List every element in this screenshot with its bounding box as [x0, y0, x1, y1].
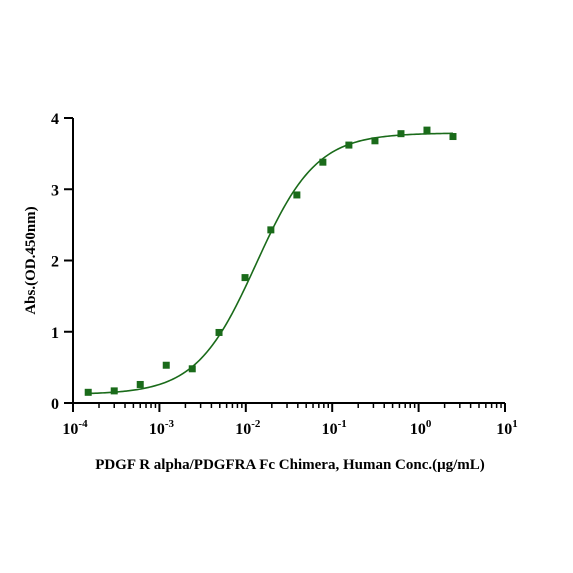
- data-points: [84, 126, 457, 396]
- x-axis-title: PDGF R alpha/PDGFRA Fc Chimera, Human Co…: [95, 457, 485, 473]
- data-point: [215, 328, 223, 336]
- data-point: [84, 388, 92, 396]
- data-point: [423, 126, 431, 134]
- y-tick-label: 2: [51, 254, 59, 271]
- data-point: [293, 191, 301, 199]
- data-point: [188, 365, 196, 373]
- x-minor-ticks: [98, 403, 502, 408]
- x-tick-label: 10-3: [149, 418, 175, 438]
- data-point: [136, 380, 144, 388]
- data-point: [319, 158, 327, 166]
- x-tick-label: 101: [496, 418, 518, 438]
- x-tick-label: 10-1: [322, 418, 347, 438]
- x-tick-label: 10-4: [62, 418, 88, 438]
- y-tick-label: 3: [51, 182, 59, 199]
- x-axis: 10-4 10-3 10-2 10-1 100 101: [62, 402, 518, 438]
- y-tick-label: 0: [51, 396, 59, 413]
- data-point: [162, 361, 170, 369]
- data-point: [241, 274, 249, 282]
- y-tick-label: 4: [51, 111, 59, 128]
- x-tick-label: 100: [410, 418, 432, 438]
- data-point: [397, 130, 405, 138]
- x-tick-labels: 10-4 10-3 10-2 10-1 100 101: [62, 418, 517, 438]
- data-point: [110, 387, 118, 395]
- y-axis: 0 1 2 3 4: [51, 111, 74, 413]
- fit-curve: [88, 132, 453, 395]
- y-axis-title: Abs.(OD.450nm): [23, 206, 39, 314]
- data-point: [267, 226, 275, 234]
- x-tick-label: 10-2: [235, 418, 261, 438]
- plot-area: 10-4 10-3 10-2 10-1 100 101 0 1 2 3 4: [51, 111, 518, 438]
- y-tick-label: 1: [51, 325, 59, 342]
- x-ticks: [72, 403, 506, 412]
- y-ticks: [64, 117, 73, 404]
- y-tick-labels: 0 1 2 3 4: [51, 111, 59, 413]
- data-point: [371, 137, 379, 145]
- data-point: [449, 133, 457, 141]
- data-point: [345, 141, 353, 149]
